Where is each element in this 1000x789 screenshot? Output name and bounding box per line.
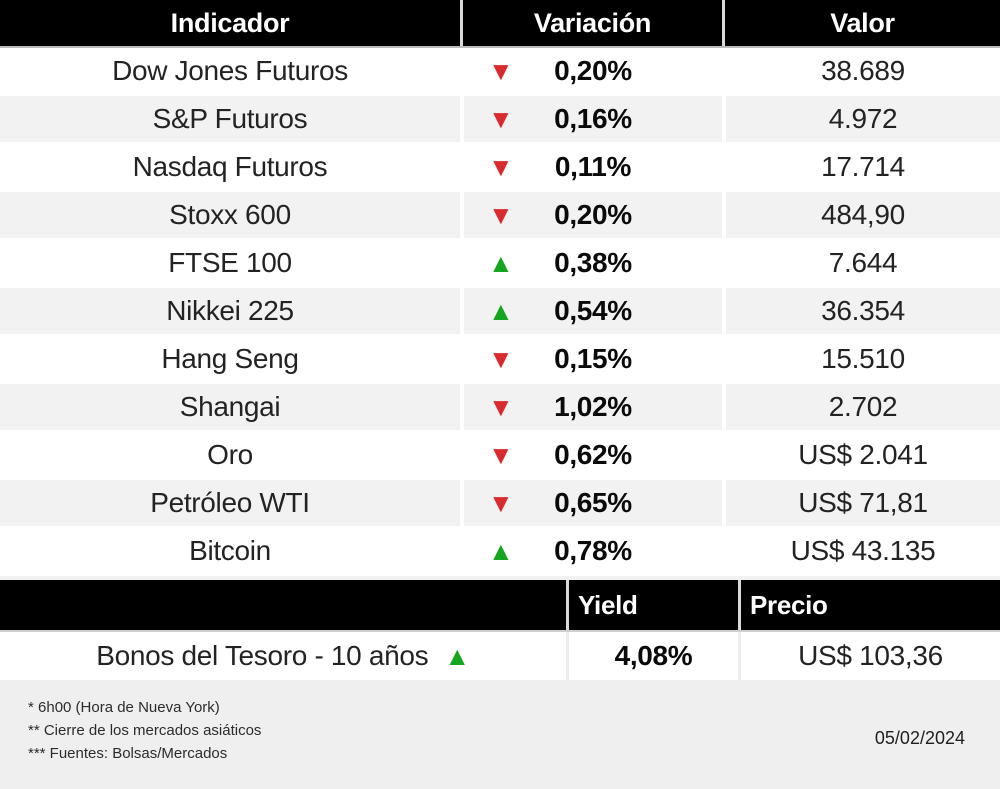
- bond-table-header: Yield Precio: [0, 580, 1000, 632]
- down-triangle-icon: ▼: [488, 104, 514, 134]
- value-cell: 4.972: [722, 96, 1000, 142]
- up-triangle-icon: ▲: [488, 248, 514, 278]
- footer: * 6h00 (Hora de Nueva York) ** Cierre de…: [0, 680, 1000, 789]
- variation-cell: ▲ 0,78%: [460, 528, 722, 574]
- bond-indicator-label: Bonos del Tesoro - 10 años: [96, 640, 429, 671]
- value-cell: 36.354: [722, 288, 1000, 334]
- indicator-label: Shangai: [179, 391, 281, 422]
- down-triangle-icon: ▼: [488, 392, 514, 422]
- variation-value: 0,16%: [554, 103, 632, 134]
- variation-cell: ▼ 0,20%: [460, 192, 722, 238]
- variation-value: 0,78%: [554, 535, 632, 566]
- up-triangle-icon: ▲: [444, 641, 470, 671]
- table-row: S&P Futuros ▼ 0,16% 4.972: [0, 96, 1000, 144]
- date-label: 05/02/2024: [874, 728, 965, 748]
- value-cell: US$ 2.041: [722, 432, 1000, 478]
- main-table-header: Indicador Variación Valor: [0, 0, 1000, 48]
- indicator-label: Dow Jones Futuros: [112, 55, 348, 86]
- indicator-label: Bitcoin: [189, 535, 271, 566]
- down-triangle-icon: ▼: [488, 488, 514, 518]
- variation-value: 0,62%: [554, 439, 632, 470]
- variation-cell: ▼ 0,62%: [460, 432, 722, 478]
- variation-cell: ▲ 0,38%: [460, 240, 722, 286]
- variation-value: 1,02%: [554, 391, 632, 422]
- variation-cell: ▼ 0,15%: [460, 336, 722, 382]
- bond-row: Bonos del Tesoro - 10 años ▲ 4,08% US$ 1…: [0, 632, 1000, 680]
- variation-value: 0,20%: [554, 55, 632, 86]
- table-row: Nasdaq Futuros ▼ 0,11% 17.714: [0, 144, 1000, 192]
- table-row: Stoxx 600 ▼ 0,20% 484,90: [0, 192, 1000, 240]
- indicator-label: Nasdaq Futuros: [132, 151, 328, 182]
- variation-cell: ▼ 0,16%: [460, 96, 722, 142]
- variation-value: 0,54%: [554, 295, 632, 326]
- indicator-label: FTSE 100: [168, 247, 292, 278]
- table-row: Oro ▼ 0,62% US$ 2.041: [0, 432, 1000, 480]
- table-row: Dow Jones Futuros ▼ 0,20% 38.689: [0, 48, 1000, 96]
- table-row: Hang Seng ▼ 0,15% 15.510: [0, 336, 1000, 384]
- indicator-label: S&P Futuros: [152, 103, 308, 134]
- up-triangle-icon: ▲: [488, 536, 514, 566]
- indicator-label: Stoxx 600: [169, 199, 291, 230]
- down-triangle-icon: ▼: [488, 56, 514, 86]
- indicator-label: Hang Seng: [161, 343, 299, 374]
- value-cell: 2.702: [722, 384, 1000, 430]
- down-triangle-icon: ▼: [488, 440, 514, 470]
- table-row: Nikkei 225 ▲ 0,54% 36.354: [0, 288, 1000, 336]
- indicator-label: Petróleo WTI: [150, 487, 310, 518]
- header-valor: Valor: [722, 0, 1000, 46]
- bond-indicator-cell: Bonos del Tesoro - 10 años ▲: [0, 632, 566, 680]
- down-triangle-icon: ▼: [488, 152, 514, 182]
- table-row: FTSE 100 ▲ 0,38% 7.644: [0, 240, 1000, 288]
- variation-value: 0,65%: [554, 487, 632, 518]
- variation-cell: ▼ 1,02%: [460, 384, 722, 430]
- footnote-time: * 6h00 (Hora de Nueva York): [28, 699, 220, 716]
- table-row: Shangai ▼ 1,02% 2.702: [0, 384, 1000, 432]
- variation-cell: ▼ 0,65%: [460, 480, 722, 526]
- variation-value: 0,38%: [554, 247, 632, 278]
- table-row: Bitcoin ▲ 0,78% US$ 43.135: [0, 528, 1000, 576]
- header-indicador: Indicador: [170, 7, 290, 38]
- variation-cell: ▲ 0,54%: [460, 288, 722, 334]
- header-yield: Yield: [566, 580, 738, 630]
- table-row: Petróleo WTI ▼ 0,65% US$ 71,81: [0, 480, 1000, 528]
- footnote-sources: *** Fuentes: Bolsas/Mercados: [28, 745, 228, 762]
- header-precio: Precio: [738, 580, 1000, 630]
- value-cell: US$ 43.135: [722, 528, 1000, 574]
- variation-cell: ▼ 0,20%: [460, 48, 722, 94]
- variation-value: 0,20%: [554, 199, 632, 230]
- down-triangle-icon: ▼: [488, 200, 514, 230]
- value-cell: US$ 71,81: [722, 480, 1000, 526]
- indicator-label: Nikkei 225: [166, 295, 294, 326]
- value-cell: 484,90: [722, 192, 1000, 238]
- value-cell: 17.714: [722, 144, 1000, 190]
- up-triangle-icon: ▲: [488, 296, 514, 326]
- variation-value: 0,15%: [554, 343, 632, 374]
- variation-value: 0,11%: [554, 151, 632, 182]
- footnote-asian-markets: ** Cierre de los mercados asiáticos: [28, 722, 262, 739]
- value-cell: 15.510: [722, 336, 1000, 382]
- variation-cell: ▼ 0,11%: [460, 144, 722, 190]
- value-cell: 7.644: [722, 240, 1000, 286]
- indicator-label: Oro: [207, 439, 253, 470]
- bond-price-value: US$ 103,36: [738, 632, 1000, 680]
- down-triangle-icon: ▼: [488, 344, 514, 374]
- value-cell: 38.689: [722, 48, 1000, 94]
- header-empty: [0, 580, 566, 630]
- header-variacion: Variación: [460, 0, 722, 46]
- section-divider: [0, 576, 1000, 580]
- bond-yield-value: 4,08%: [566, 632, 738, 680]
